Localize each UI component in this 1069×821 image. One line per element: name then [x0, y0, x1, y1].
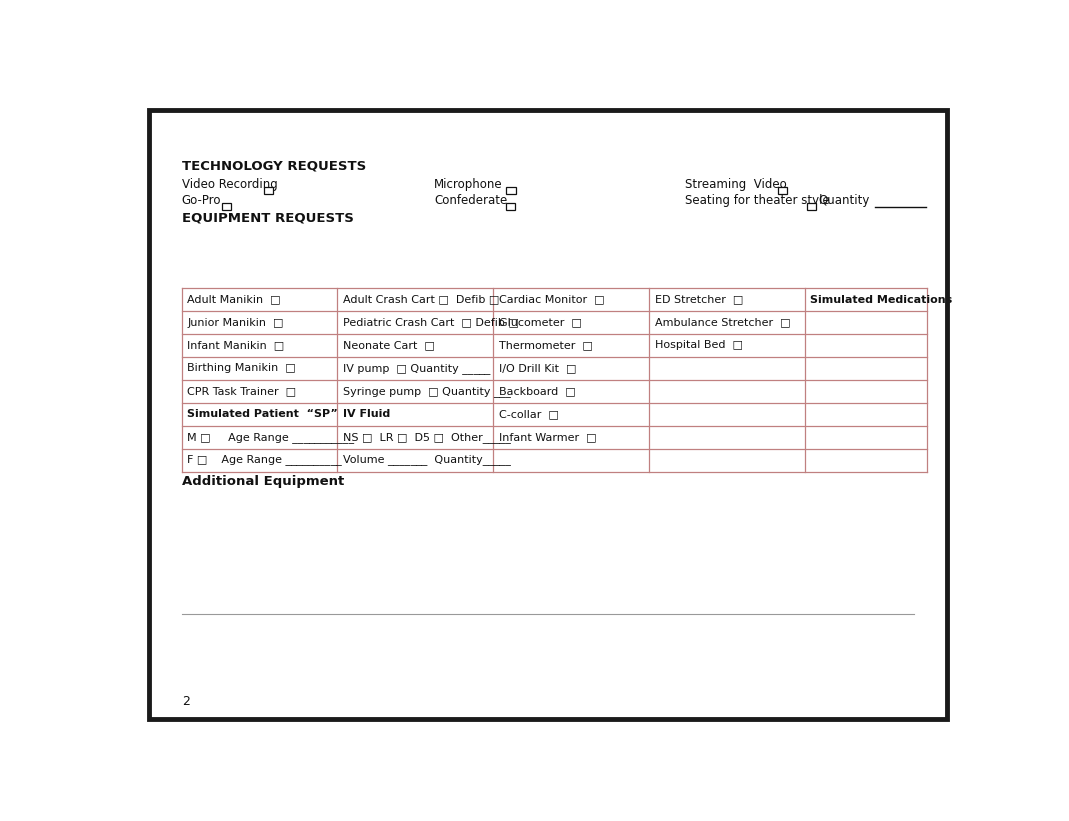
Bar	[222, 203, 231, 210]
Bar	[807, 203, 817, 210]
Text: Infant Manikin  □: Infant Manikin □	[187, 341, 284, 351]
Text: IV pump  □ Quantity _____: IV pump □ Quantity _____	[343, 363, 491, 374]
Text: Ambulance Stretcher  □: Ambulance Stretcher □	[654, 318, 790, 328]
Text: Hospital Bed  □: Hospital Bed □	[654, 341, 743, 351]
Text: I/O Drill Kit  □: I/O Drill Kit □	[499, 364, 576, 374]
Text: Adult Manikin  □: Adult Manikin □	[187, 295, 281, 305]
Text: Quantity: Quantity	[818, 194, 869, 207]
Text: Microphone: Microphone	[434, 178, 503, 191]
Text: EQUIPMENT REQUESTS: EQUIPMENT REQUESTS	[182, 212, 354, 225]
Text: F □    Age Range __________: F □ Age Range __________	[187, 455, 342, 466]
Text: C-collar  □: C-collar □	[499, 409, 559, 420]
Text: Birthing Manikin  □: Birthing Manikin □	[187, 364, 296, 374]
Text: Syringe pump  □ Quantity ___: Syringe pump □ Quantity ___	[343, 386, 511, 397]
Text: Volume _______  Quantity_____: Volume _______ Quantity_____	[343, 455, 511, 466]
Text: Infant Warmer  □: Infant Warmer □	[499, 432, 597, 443]
Text: Seating for theater style: Seating for theater style	[685, 194, 831, 207]
Text: Go-Pro: Go-Pro	[182, 194, 221, 207]
Text: Junior Manikin  □: Junior Manikin □	[187, 318, 284, 328]
Text: Backboard  □: Backboard □	[499, 387, 576, 397]
Text: CPR Task Trainer  □: CPR Task Trainer □	[187, 387, 296, 397]
Bar	[507, 187, 515, 194]
Text: Simulated Patient  “SP”: Simulated Patient “SP”	[187, 409, 338, 420]
Text: NS □  LR □  D5 □  Other_____: NS □ LR □ D5 □ Other_____	[343, 432, 511, 443]
Text: Adult Crash Cart □  Defib □: Adult Crash Cart □ Defib □	[343, 295, 499, 305]
Text: Neonate Cart  □: Neonate Cart □	[343, 341, 435, 351]
Text: Glucometer  □: Glucometer □	[499, 318, 582, 328]
Text: Thermometer  □: Thermometer □	[499, 341, 593, 351]
Text: Video Recording: Video Recording	[182, 178, 278, 191]
Text: Additional Equipment: Additional Equipment	[182, 475, 344, 488]
Text: 2: 2	[182, 695, 189, 709]
Text: Pediatric Crash Cart  □ Defib □: Pediatric Crash Cart □ Defib □	[343, 318, 520, 328]
Text: IV Fluid: IV Fluid	[343, 409, 390, 420]
Text: M □     Age Range ___________: M □ Age Range ___________	[187, 432, 355, 443]
Text: TECHNOLOGY REQUESTS: TECHNOLOGY REQUESTS	[182, 159, 366, 172]
Bar	[506, 203, 515, 210]
Bar	[778, 187, 787, 194]
Text: Confederate: Confederate	[434, 194, 508, 207]
Text: Streaming  Video: Streaming Video	[685, 178, 787, 191]
Text: Simulated Medications: Simulated Medications	[810, 295, 952, 305]
Text: ED Stretcher  □: ED Stretcher □	[654, 295, 743, 305]
Text: Cardiac Monitor  □: Cardiac Monitor □	[499, 295, 605, 305]
Bar	[264, 187, 273, 194]
